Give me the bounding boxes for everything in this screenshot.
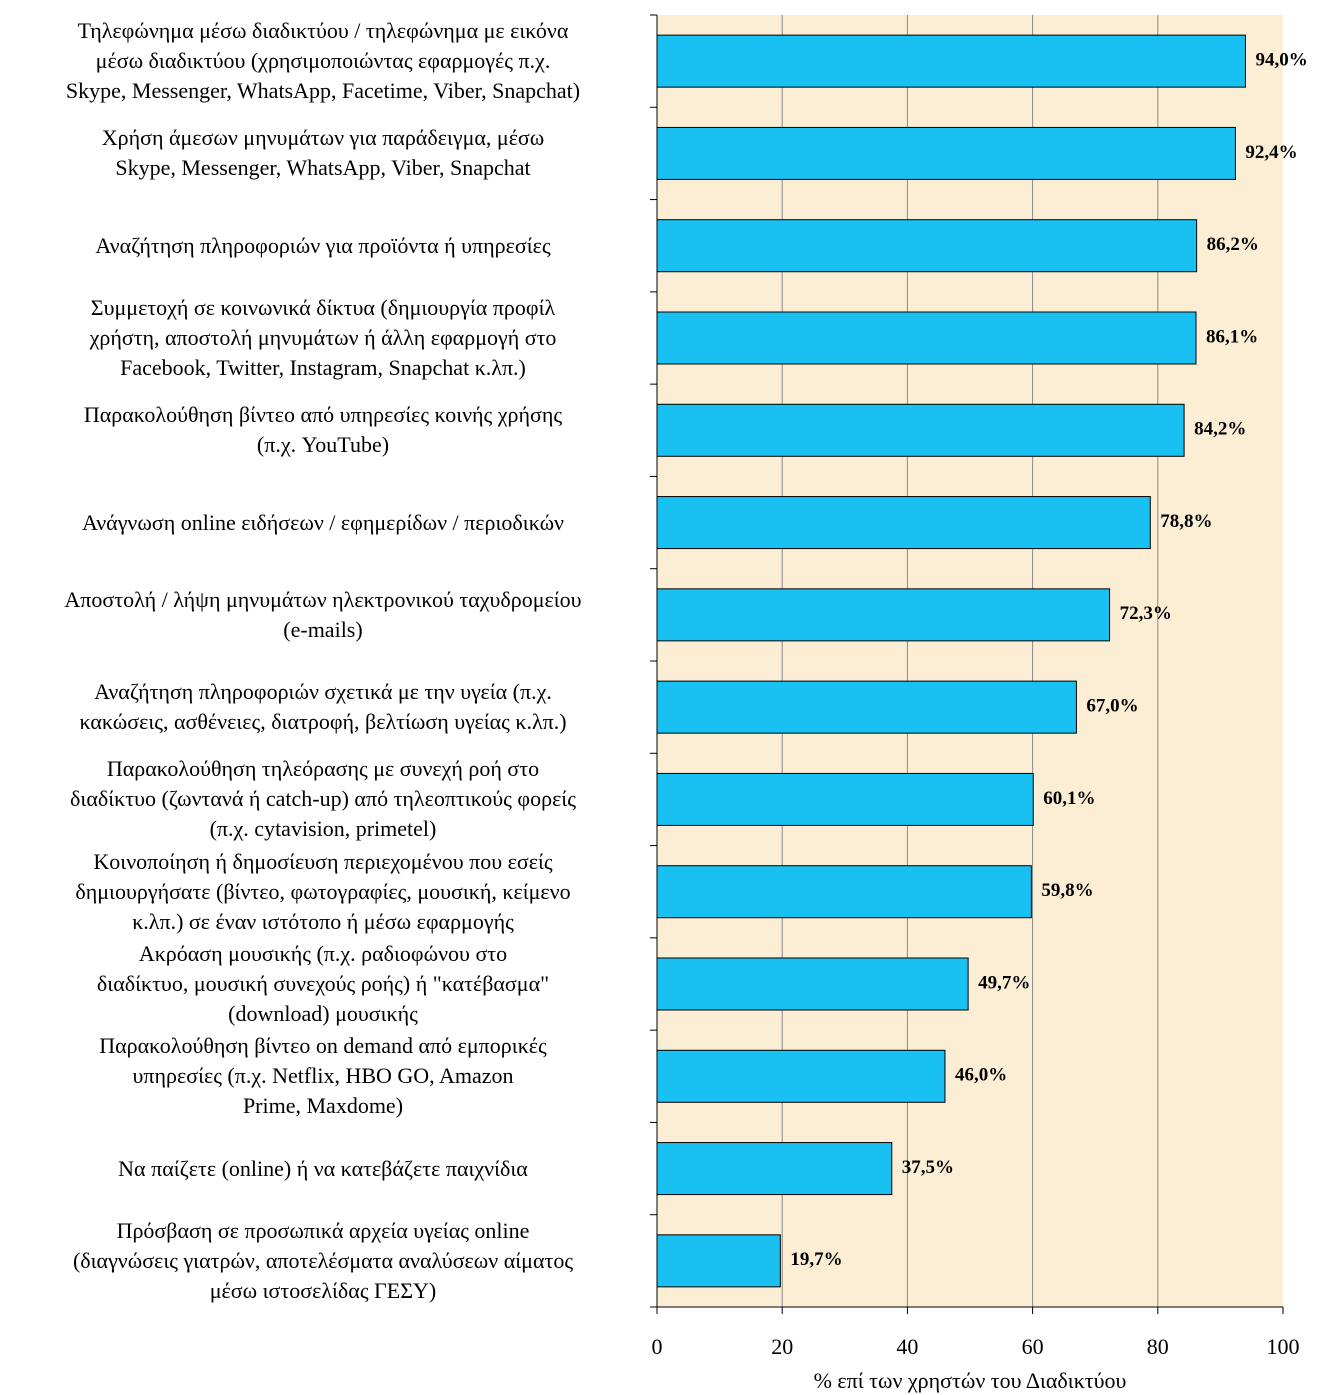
bar bbox=[656, 865, 1032, 919]
value-label: 72,3% bbox=[1120, 603, 1172, 624]
value-label: 49,7% bbox=[978, 972, 1030, 993]
y-tick-label: Συμμετοχή σε κοινωνικά δίκτυα (δημιουργί… bbox=[89, 294, 557, 380]
bar bbox=[656, 496, 1151, 550]
bar bbox=[656, 1234, 781, 1288]
x-tick-label: 40 bbox=[896, 1334, 918, 1359]
value-label: 60,1% bbox=[1043, 788, 1095, 809]
y-tick-label: Παρακολούθηση τηλεόρασης με συνεχή ροή σ… bbox=[70, 756, 576, 842]
value-label: 78,8% bbox=[1160, 511, 1212, 532]
value-label: 67,0% bbox=[1086, 696, 1138, 717]
y-tick-label: Ανάγνωση online ειδήσεων / εφημερίδων / … bbox=[81, 509, 565, 535]
bar bbox=[656, 126, 1236, 180]
x-axis-label: % επί των χρηστών του Διαδικτύου bbox=[814, 1368, 1127, 1393]
y-tick-label: Τηλεφώνημα μέσω διαδικτύου / τηλεφώνημα … bbox=[65, 18, 581, 104]
y-tick-label: Χρήση άμεσων μηνυμάτων για παράδειγμα, μ… bbox=[101, 125, 545, 181]
value-label: 86,2% bbox=[1207, 234, 1259, 255]
x-tick-label: 20 bbox=[771, 1334, 793, 1359]
value-label: 92,4% bbox=[1245, 142, 1297, 163]
value-label: 94,0% bbox=[1255, 50, 1307, 71]
bar bbox=[656, 403, 1185, 457]
y-tick-label: Αναζήτηση πληροφοριών σχετικά με την υγε… bbox=[79, 679, 567, 735]
x-tick-label: 0 bbox=[652, 1334, 663, 1359]
plot-background bbox=[657, 15, 1283, 1307]
y-tick-label: Παρακολούθηση βίντεο on demand από εμπορ… bbox=[99, 1033, 547, 1119]
y-tick-label: Αναζήτηση πληροφοριών για προϊόντα ή υπη… bbox=[95, 232, 551, 258]
y-tick-label: Πρόσβαση σε προσωπικά αρχεία υγείας onli… bbox=[72, 1217, 574, 1303]
value-label: 46,0% bbox=[955, 1065, 1007, 1086]
value-label: 86,1% bbox=[1206, 326, 1258, 347]
y-tick-label: Αποστολή / λήψη μηνυμάτων ηλεκτρονικού τ… bbox=[64, 586, 582, 642]
y-tick-label: Να παίζετε (online) ή να κατεβάζετε παιχ… bbox=[118, 1155, 528, 1181]
x-tick-label: 100 bbox=[1267, 1334, 1300, 1359]
y-tick-label: Παρακολούθηση βίντεο από υπηρεσίες κοινή… bbox=[83, 402, 563, 458]
bar bbox=[656, 957, 969, 1011]
bar bbox=[656, 680, 1077, 734]
value-label: 37,5% bbox=[902, 1157, 954, 1178]
bar bbox=[656, 1049, 946, 1103]
bar bbox=[656, 1142, 893, 1196]
y-tick-label: Κοινοποίηση ή δημοσίευση περιεχομένου πο… bbox=[75, 848, 571, 934]
y-tick-label: Ακρόαση μουσικής (π.χ. ραδιοφώνου στο δι… bbox=[96, 940, 550, 1026]
bar bbox=[656, 311, 1197, 365]
x-tick-label: 80 bbox=[1147, 1334, 1169, 1359]
bar bbox=[656, 772, 1034, 826]
bar bbox=[656, 588, 1111, 642]
x-tick-label: 60 bbox=[1022, 1334, 1044, 1359]
bar bbox=[656, 219, 1198, 273]
bar bbox=[656, 34, 1246, 88]
value-label: 59,8% bbox=[1041, 880, 1093, 901]
value-label: 84,2% bbox=[1194, 419, 1246, 440]
value-label: 19,7% bbox=[790, 1249, 842, 1270]
